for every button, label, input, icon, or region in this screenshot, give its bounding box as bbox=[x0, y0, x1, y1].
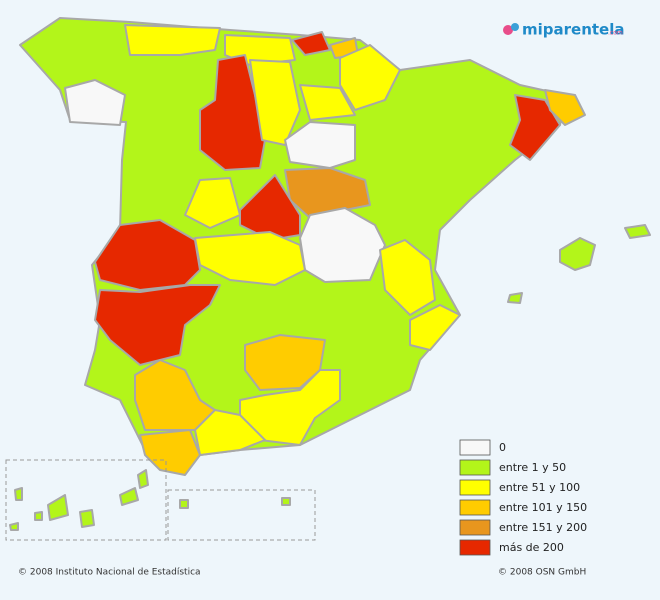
province bbox=[284, 121, 356, 169]
legend-swatch bbox=[459, 479, 491, 496]
province bbox=[379, 239, 436, 316]
island bbox=[34, 511, 43, 521]
island bbox=[624, 224, 651, 239]
island bbox=[281, 497, 291, 506]
island bbox=[47, 494, 69, 521]
inset-frame bbox=[5, 459, 167, 541]
province bbox=[94, 219, 201, 291]
legend-label: entre 151 y 200 bbox=[499, 521, 587, 534]
inset-frame bbox=[167, 489, 316, 541]
legend-label: más de 200 bbox=[499, 541, 564, 554]
mainland bbox=[19, 17, 586, 476]
logo: miparentela .com bbox=[503, 21, 625, 39]
logo-icon bbox=[503, 25, 513, 35]
province bbox=[509, 94, 561, 161]
island bbox=[9, 522, 19, 531]
island bbox=[79, 509, 95, 528]
province bbox=[94, 284, 221, 366]
island bbox=[14, 487, 23, 501]
island bbox=[137, 469, 149, 489]
legend-swatch bbox=[459, 439, 491, 456]
legend-label: entre 101 y 150 bbox=[499, 501, 587, 514]
footer-right: © 2008 OSN GmbH bbox=[498, 568, 586, 578]
province bbox=[64, 79, 126, 126]
legend-swatch bbox=[459, 539, 491, 556]
legend-swatch bbox=[459, 459, 491, 476]
islands bbox=[5, 224, 651, 541]
legend-label: entre 1 y 50 bbox=[499, 461, 566, 474]
province bbox=[194, 231, 306, 286]
province bbox=[139, 429, 201, 476]
province bbox=[199, 54, 266, 171]
legend: 0 entre 1 y 50 entre 51 y 100 entre 101 y 1… bbox=[459, 439, 587, 556]
province bbox=[249, 59, 301, 146]
province bbox=[124, 24, 221, 56]
province bbox=[299, 84, 356, 121]
logo-text: miparentela bbox=[522, 21, 625, 39]
province bbox=[544, 89, 586, 126]
logo-icon bbox=[511, 23, 519, 31]
legend-label: 0 bbox=[499, 441, 506, 454]
logo-suffix: .com bbox=[608, 30, 623, 37]
province bbox=[409, 304, 461, 351]
island bbox=[179, 499, 189, 509]
footer-left: © 2008 Instituto Nacional de Estadística bbox=[18, 568, 201, 578]
island bbox=[507, 292, 523, 304]
legend-swatch bbox=[459, 519, 491, 536]
province bbox=[299, 207, 386, 283]
island bbox=[559, 237, 596, 271]
legend-swatch bbox=[459, 499, 491, 516]
island bbox=[119, 487, 139, 506]
province bbox=[239, 174, 301, 241]
province bbox=[291, 31, 331, 56]
province bbox=[339, 44, 401, 111]
legend-label: entre 51 y 100 bbox=[499, 481, 580, 494]
province bbox=[184, 177, 241, 229]
